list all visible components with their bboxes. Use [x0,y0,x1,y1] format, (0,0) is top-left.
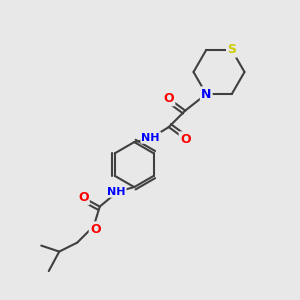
Text: S: S [227,44,236,56]
Text: O: O [78,191,88,204]
Text: O: O [90,223,101,236]
Text: NH: NH [107,187,125,196]
Text: N: N [201,88,211,100]
Text: O: O [180,133,190,146]
Text: NH: NH [142,133,160,142]
Text: O: O [164,92,174,105]
